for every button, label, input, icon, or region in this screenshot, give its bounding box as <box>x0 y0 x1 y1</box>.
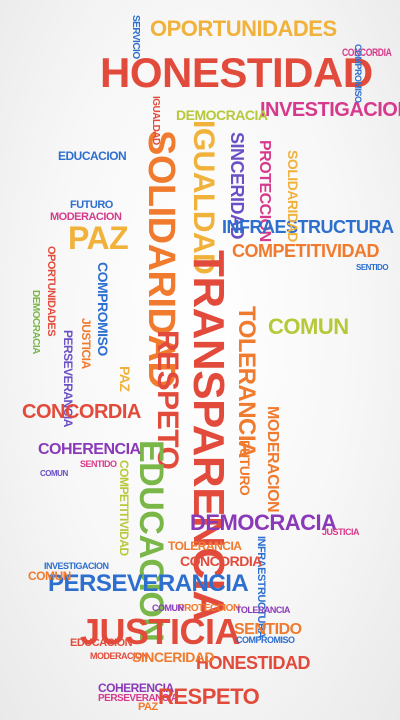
word-solidaridad-right: SOLIDARIDAD <box>285 150 301 242</box>
word-futuro-right: FUTURO <box>237 440 253 496</box>
word-servicio: SERVICIO <box>130 15 141 59</box>
word-investigacion-lower: INVESTIGACION <box>44 561 109 571</box>
word-comun-small: COMUN <box>40 469 68 478</box>
word-investigacion: INVESTIGACION <box>260 99 400 121</box>
word-comun-lower: COMUN <box>152 603 184 613</box>
word-infraestructura: INFRAESTRUCTURA <box>222 217 394 237</box>
word-tolerancia-lower: TOLERANCIA <box>236 605 290 615</box>
word-compromiso: COMPROMISO <box>95 262 111 356</box>
word-coherencia: COHERENCIA <box>38 441 141 458</box>
word-moderacion-left: MODERACION <box>50 211 122 223</box>
word-democracia-main: DEMOCRACIA <box>190 510 337 535</box>
word-honestidad-lower: HONESTIDAD <box>196 653 311 673</box>
word-tolerancia-main: TOLERANCIA <box>233 306 260 458</box>
word-igualdad-small: IGUALDAD <box>150 96 161 145</box>
word-perseverancia-bottom: PERSEVERANCIA <box>98 693 178 704</box>
word-democracia-small: DEMOCRACIA <box>176 107 268 123</box>
word-paz: PAZ <box>68 220 129 256</box>
word-compromiso-right: COMPROMISO <box>353 44 363 103</box>
word-justicia-main: JUSTICIA <box>80 611 241 652</box>
word-tolerancia-small: TOLERANCIA <box>168 539 242 553</box>
word-sinceridad-lower: SINCERIDAD <box>132 649 215 665</box>
word-oportunidades-left: OPORTUNIDADES <box>45 246 57 337</box>
word-competitividad-mid: COMPETITIVIDAD <box>117 460 131 556</box>
word-sentido-small: SENTIDO <box>80 459 117 469</box>
word-sentido-mid: SENTIDO <box>234 621 302 638</box>
word-paz-bottom: PAZ <box>138 701 158 713</box>
word-proteccion-lower: PROTECCION <box>178 603 240 614</box>
word-compromiso-lower: COMPROMISO <box>236 635 295 645</box>
word-justicia-left: JUSTICIA <box>79 318 93 369</box>
word-concordia: CONCORDIA <box>342 47 392 59</box>
word-comun-right: COMUN <box>268 314 349 339</box>
word-concordia-lower: CONCORDIA <box>180 553 262 569</box>
word-justicia-right-small: JUSTICIA <box>322 527 360 537</box>
word-moderacion-right: MODERACION <box>264 406 281 513</box>
word-comun-left: COMUN <box>28 569 71 583</box>
word-sentido-bottom: RESPETO <box>158 684 260 709</box>
word-futuro: FUTURO <box>70 199 113 211</box>
word-oportunidades: OPORTUNIDADES <box>150 16 337 41</box>
word-honestidad: HONESTIDAD <box>100 49 373 96</box>
word-educacion-lower-small: EDUCACION <box>70 637 133 649</box>
word-sentido-tiny: SENTIDO <box>356 263 389 272</box>
word-moderacion-lower: MODERACION <box>90 651 148 661</box>
word-competitividad: COMPETITIVIDAD <box>232 241 380 261</box>
word-perseverancia-main: PERSEVERANCIA <box>48 570 249 597</box>
word-coherencia-bottom: COHERENCIA <box>98 681 174 695</box>
word-educacion-left: EDUCACION <box>58 149 127 163</box>
word-concordia-left: CONCORDIA <box>22 401 141 423</box>
word-democracia-left: DEMOCRACIA <box>30 290 41 354</box>
word-paz-mid: PAZ <box>117 366 133 392</box>
